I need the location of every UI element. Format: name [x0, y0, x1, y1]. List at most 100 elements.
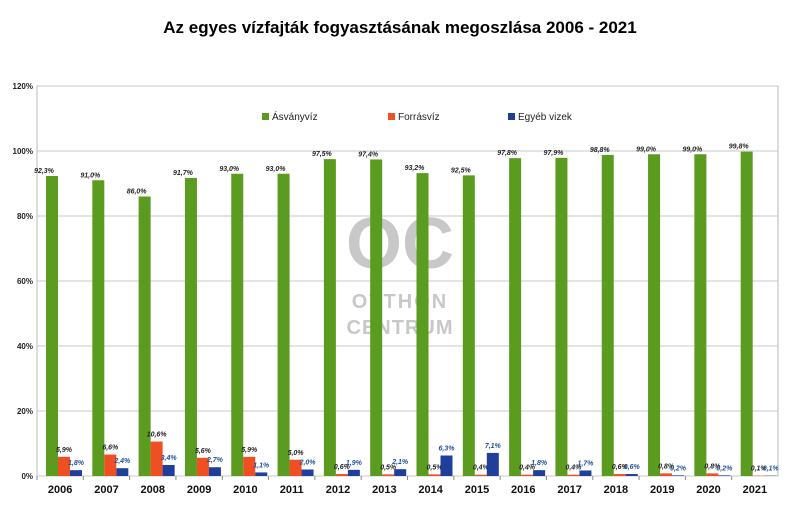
data-label: 97,9% [544, 150, 565, 157]
data-label: 99,8% [729, 144, 750, 151]
data-label: 0,1% [751, 466, 768, 473]
bar-Egyéb vizek [394, 469, 407, 476]
bar-Ásványvíz [416, 173, 429, 476]
data-label: 91,0% [80, 172, 101, 179]
data-label: 93,2% [405, 165, 426, 172]
x-tick-label: 2013 [372, 484, 396, 496]
data-label: 6,3% [439, 446, 456, 453]
data-label: 93,0% [219, 166, 240, 173]
y-tick-label: 100% [13, 147, 33, 156]
legend-swatch [262, 113, 269, 120]
bar-Egyéb vizek [533, 470, 546, 476]
data-label: 99,0% [636, 146, 657, 153]
x-tick-label: 2021 [743, 484, 767, 496]
x-tick-label: 2007 [94, 484, 118, 496]
data-label: 5,0% [288, 450, 305, 457]
bar-Ásványvíz [138, 196, 151, 476]
data-label: 5,6% [195, 448, 212, 455]
data-label: 0,6% [612, 464, 629, 471]
data-label: 3,4% [161, 455, 178, 462]
bar-Egyéb vizek [486, 452, 499, 476]
x-tick-label: 2015 [465, 484, 489, 496]
data-label: 0,5% [380, 464, 397, 471]
data-label: 1,8% [531, 460, 548, 467]
legend-swatch [388, 113, 395, 120]
data-label: 92,5% [451, 167, 472, 174]
bar-Forrásvíz [474, 474, 487, 476]
bar-Ásványvíz [601, 154, 614, 476]
x-tick-label: 2010 [233, 484, 257, 496]
bar-Forrásvíz [335, 474, 348, 476]
bar-Forrásvíz [104, 454, 117, 476]
x-tick-label: 2018 [604, 484, 628, 496]
bar-Forrásvíz [150, 441, 163, 476]
legend-label: Forrásvíz [398, 112, 440, 123]
y-tick-label: 60% [17, 277, 33, 286]
data-label: 0,8% [658, 463, 675, 470]
bar-Forrásvíz [428, 474, 441, 476]
y-tick-label: 20% [17, 407, 33, 416]
bar-Ásványvíz [231, 173, 244, 476]
bar-Forrásvíz [706, 473, 719, 476]
bar-Forrásvíz [521, 474, 534, 476]
data-label: 1,7% [577, 460, 594, 467]
legend-label: Egyéb vizek [518, 112, 573, 123]
bar-Egyéb vizek [672, 475, 685, 476]
bar-Forrásvíz [58, 456, 70, 476]
bar-Egyéb vizek [70, 470, 82, 476]
x-tick-label: 2016 [511, 484, 535, 496]
bar-Egyéb vizek [625, 474, 638, 476]
data-label: 1,1% [253, 462, 270, 469]
data-label: 7,1% [485, 443, 502, 450]
bar-Ásványvíz [370, 159, 383, 476]
data-label: 2,4% [113, 458, 131, 465]
x-tick-label: 2019 [650, 484, 674, 496]
data-label: 98,8% [590, 147, 611, 154]
bar-Egyéb vizek [301, 469, 314, 476]
bar-Ásványvíz [46, 176, 58, 476]
x-tick-label: 2011 [280, 484, 304, 496]
x-tick-label: 2006 [48, 484, 72, 496]
data-label: 97,5% [312, 151, 333, 158]
x-tick-label: 2020 [696, 484, 720, 496]
bar-Forrásvíz [243, 456, 256, 476]
bar-Forrásvíz [289, 459, 302, 476]
data-label: 1,9% [346, 460, 363, 467]
bar-Egyéb vizek [162, 464, 175, 476]
data-label: 0,6% [334, 464, 351, 471]
data-label: 97,8% [497, 150, 518, 157]
data-label: 2,7% [206, 457, 224, 464]
bar-Egyéb vizek [579, 470, 592, 476]
bar-Ásványvíz [184, 177, 197, 476]
data-label: 99,0% [682, 146, 703, 153]
bar-Ásványvíz [648, 154, 661, 476]
bar-Forrásvíz [382, 474, 395, 476]
data-label: 0,1% [763, 466, 780, 473]
data-label: 5,9% [56, 447, 73, 454]
bar-Ásványvíz [555, 157, 568, 476]
bar-Ásványvíz [323, 159, 336, 476]
data-label: 0,6% [624, 464, 641, 471]
bar-Forrásvíz [613, 474, 626, 476]
bar-Ásványvíz [277, 173, 290, 476]
data-label: 10,6% [147, 432, 168, 439]
x-tick-label: 2009 [187, 484, 211, 496]
chart-title: Az egyes vízfajták fogyasztásának megosz… [163, 18, 637, 37]
x-tick-label: 2012 [326, 484, 350, 496]
data-label: 91,7% [173, 170, 194, 177]
x-tick-label: 2017 [557, 484, 581, 496]
data-label: 0,5% [427, 464, 444, 471]
data-label: 86,0% [127, 189, 148, 196]
data-label: 0,4% [519, 465, 536, 472]
bar-Egyéb vizek [440, 455, 453, 476]
data-label: 0,4% [473, 465, 490, 472]
y-tick-label: 80% [17, 212, 33, 221]
data-label: 5,9% [241, 447, 258, 454]
data-label: 0,8% [704, 463, 721, 470]
data-label: 0,2% [670, 465, 687, 472]
data-label: 2,0% [299, 460, 317, 467]
data-label: 0,2% [716, 465, 733, 472]
bar-Ásványvíz [694, 154, 707, 476]
